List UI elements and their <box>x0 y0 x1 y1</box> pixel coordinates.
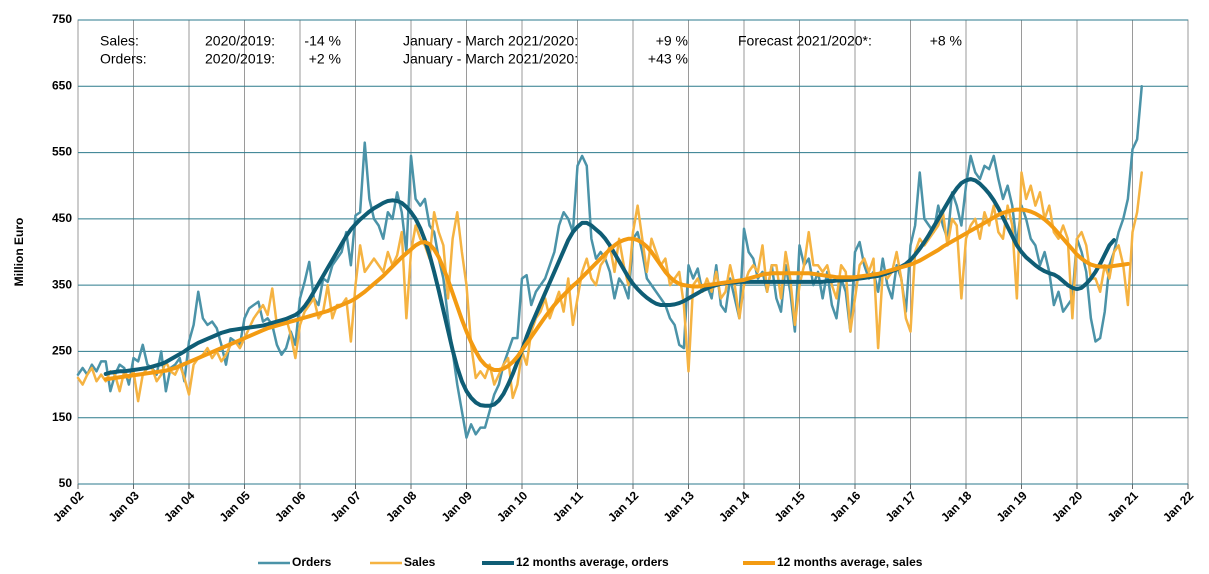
y-tick-label: 350 <box>52 277 72 291</box>
x-tick-label: Jan 08 <box>383 488 420 525</box>
annotation: January - March 2021/2020: <box>403 33 578 49</box>
legend-label: 12 months average, orders <box>516 555 669 569</box>
y-tick-label: 450 <box>52 211 72 225</box>
x-tick-label: Jan 17 <box>883 488 920 525</box>
x-tick-label: Jan 05 <box>217 488 254 525</box>
x-tick-label: Jan 18 <box>938 488 975 525</box>
x-tick-label: Jan 12 <box>605 488 642 525</box>
x-tick-label: Jan 04 <box>161 488 198 525</box>
x-tick-label: Jan 15 <box>772 488 809 525</box>
x-tick-label: Jan 11 <box>550 488 586 524</box>
x-tick-label: Jan 20 <box>1049 488 1086 525</box>
x-tick-label: Jan 13 <box>661 488 698 525</box>
x-tick-label: Jan 07 <box>328 488 365 525</box>
x-tick-label: Jan 10 <box>494 488 531 525</box>
legend-label: 12 months average, sales <box>777 555 923 569</box>
annotation: +2 % <box>309 51 341 67</box>
series-line <box>76 85 1143 439</box>
annotation: 2020/2019: <box>205 51 275 67</box>
annotation: Orders: <box>100 51 147 67</box>
legend-label: Sales <box>404 555 436 569</box>
y-tick-label: 750 <box>52 12 72 26</box>
x-tick-label: Jan 16 <box>827 488 864 525</box>
x-tick-label: Jan 02 <box>50 488 87 525</box>
annotation: +8 % <box>930 33 962 49</box>
x-tick-label: Jan 21 <box>1105 488 1142 525</box>
x-tick-label: Jan 19 <box>994 488 1031 525</box>
legend-label: Orders <box>292 555 332 569</box>
annotation: January - March 2021/2020: <box>403 51 578 67</box>
series-line <box>103 207 1130 382</box>
annotation: Sales: <box>100 33 139 49</box>
annotation: +9 % <box>656 33 688 49</box>
y-tick-label: 250 <box>52 344 72 358</box>
annotation: 2020/2019: <box>205 33 275 49</box>
y-tick-label: 650 <box>52 78 72 92</box>
x-tick-label: Jan 14 <box>716 488 753 525</box>
annotation: Forecast 2021/2020*: <box>738 33 872 49</box>
x-tick-label: Jan 03 <box>106 488 143 525</box>
y-tick-label: 50 <box>59 476 73 490</box>
y-axis-label: Million Euro <box>12 218 26 287</box>
x-tick-label: Jan 06 <box>272 488 309 525</box>
x-tick-label: Jan 22 <box>1160 488 1197 525</box>
annotation: -14 % <box>304 33 341 49</box>
annotation: +43 % <box>648 51 688 67</box>
series-line <box>103 177 1116 408</box>
x-tick-label: Jan 09 <box>439 488 476 525</box>
y-tick-label: 150 <box>52 410 72 424</box>
y-tick-label: 550 <box>52 145 72 159</box>
